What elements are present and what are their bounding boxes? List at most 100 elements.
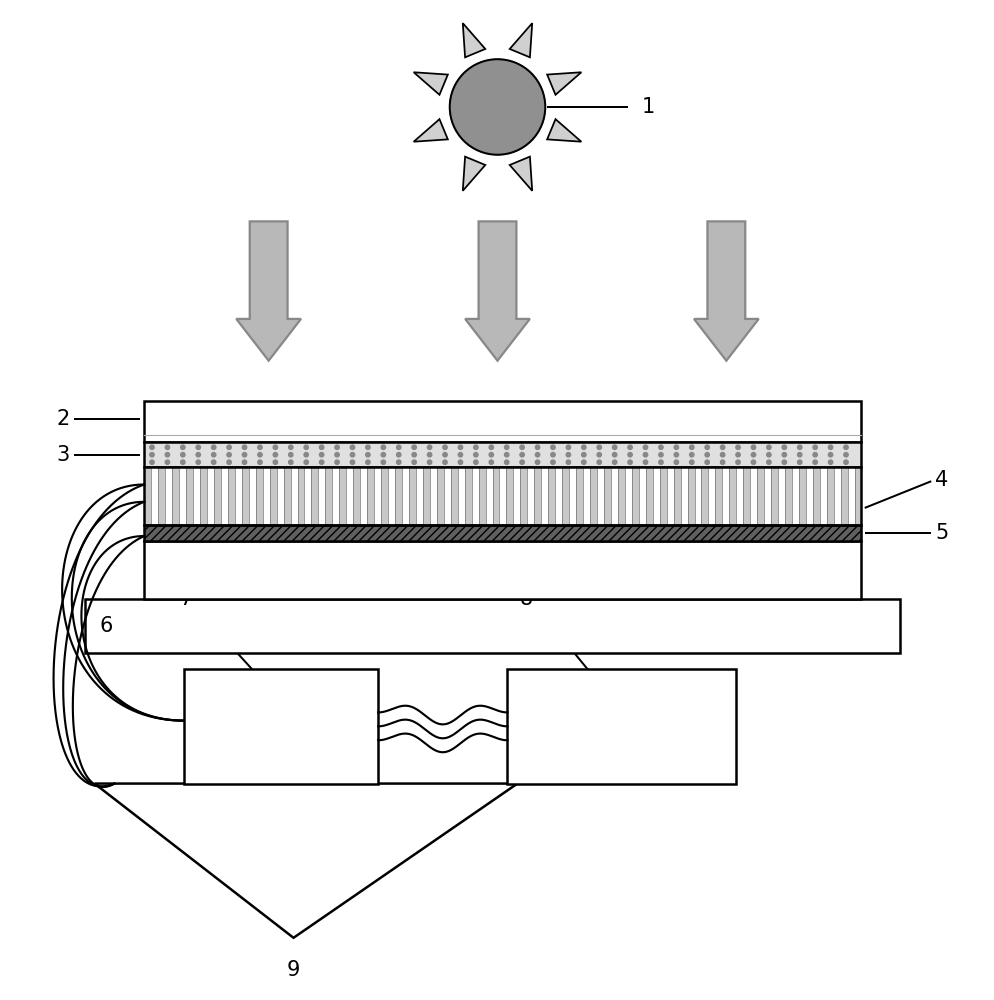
Circle shape [736, 460, 740, 464]
Bar [144, 467, 151, 525]
Circle shape [288, 453, 292, 457]
Circle shape [319, 453, 323, 457]
Bar [708, 467, 715, 525]
Circle shape [212, 460, 216, 464]
Circle shape [196, 445, 200, 449]
Circle shape [674, 453, 678, 457]
Circle shape [812, 453, 816, 457]
Bar [184, 669, 378, 784]
Circle shape [350, 445, 354, 449]
Circle shape [427, 445, 431, 449]
Bar [395, 467, 402, 525]
Bar [819, 467, 826, 525]
Polygon shape [547, 72, 580, 95]
Bar [638, 467, 645, 525]
Circle shape [566, 453, 570, 457]
Bar [339, 467, 346, 525]
Circle shape [165, 445, 169, 449]
Circle shape [196, 453, 200, 457]
Circle shape [257, 460, 261, 464]
Circle shape [750, 453, 754, 457]
Bar [409, 467, 415, 525]
Bar [429, 467, 436, 525]
Bar [485, 467, 492, 525]
Circle shape [381, 453, 385, 457]
Circle shape [766, 445, 770, 449]
Bar [283, 467, 290, 525]
Bar [847, 467, 854, 525]
Circle shape [828, 445, 832, 449]
Circle shape [304, 460, 308, 464]
Circle shape [273, 460, 277, 464]
Bar [687, 467, 694, 525]
Bar [791, 467, 798, 525]
Circle shape [705, 445, 709, 449]
Circle shape [843, 453, 847, 457]
Bar [624, 467, 631, 525]
Circle shape [581, 445, 585, 449]
Bar [582, 467, 589, 525]
Circle shape [397, 445, 401, 449]
Circle shape [551, 453, 555, 457]
Circle shape [627, 453, 631, 457]
Bar [499, 467, 506, 525]
Polygon shape [462, 23, 485, 57]
Bar [673, 467, 680, 525]
Circle shape [335, 453, 339, 457]
Bar [610, 467, 617, 525]
Bar [840, 467, 847, 525]
Bar [255, 467, 262, 525]
Circle shape [181, 445, 185, 449]
Bar [436, 467, 443, 525]
Bar [763, 467, 770, 525]
Circle shape [674, 445, 678, 449]
Circle shape [257, 445, 261, 449]
Circle shape [797, 460, 801, 464]
Bar [290, 467, 297, 525]
Circle shape [689, 445, 693, 449]
Circle shape [674, 460, 678, 464]
Text: 2: 2 [57, 409, 70, 429]
Circle shape [551, 460, 555, 464]
Circle shape [412, 445, 415, 449]
Circle shape [689, 460, 693, 464]
Circle shape [165, 460, 169, 464]
Circle shape [705, 453, 709, 457]
Circle shape [397, 453, 401, 457]
Circle shape [366, 453, 370, 457]
Bar [854, 467, 860, 525]
Bar [242, 467, 248, 525]
Circle shape [812, 445, 816, 449]
Bar [617, 467, 624, 525]
Bar [659, 467, 666, 525]
Circle shape [227, 453, 231, 457]
Circle shape [797, 445, 801, 449]
Circle shape [489, 453, 493, 457]
Bar [304, 467, 311, 525]
Circle shape [596, 460, 600, 464]
Bar [144, 467, 860, 525]
Circle shape [427, 460, 431, 464]
Bar [415, 467, 422, 525]
Bar [214, 467, 221, 525]
Bar [144, 400, 860, 442]
Circle shape [643, 460, 647, 464]
Circle shape [627, 445, 631, 449]
Bar [527, 467, 534, 525]
Bar [506, 467, 513, 525]
Text: 8: 8 [519, 589, 533, 609]
Circle shape [442, 453, 446, 457]
Circle shape [566, 445, 570, 449]
Circle shape [165, 453, 169, 457]
Circle shape [551, 445, 555, 449]
Bar [562, 467, 569, 525]
Circle shape [427, 453, 431, 457]
Bar [367, 467, 374, 525]
Bar [749, 467, 756, 525]
Bar [555, 467, 562, 525]
Polygon shape [465, 221, 529, 361]
Bar [652, 467, 659, 525]
Bar [353, 467, 360, 525]
Bar [478, 467, 485, 525]
Circle shape [196, 460, 200, 464]
